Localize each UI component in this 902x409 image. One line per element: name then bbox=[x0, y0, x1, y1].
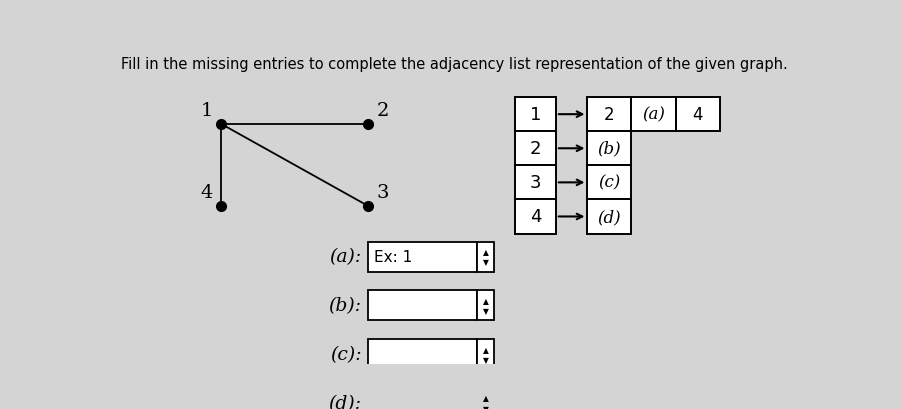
Bar bbox=[675, 98, 719, 132]
Bar bbox=[586, 132, 630, 166]
Text: 1: 1 bbox=[200, 102, 213, 120]
Text: ▼: ▼ bbox=[482, 404, 488, 409]
Bar bbox=[515, 166, 556, 200]
Bar bbox=[368, 291, 476, 321]
Bar bbox=[515, 200, 556, 234]
Bar bbox=[476, 389, 493, 409]
Text: ▲: ▲ bbox=[482, 296, 488, 305]
Text: Ex: 1: Ex: 1 bbox=[373, 249, 411, 264]
Text: (b):: (b): bbox=[327, 297, 361, 315]
Text: (c): (c) bbox=[598, 175, 620, 191]
Bar bbox=[630, 98, 675, 132]
Text: (c):: (c): bbox=[329, 346, 361, 364]
Bar bbox=[476, 242, 493, 272]
Text: 3: 3 bbox=[529, 174, 540, 192]
Bar bbox=[476, 291, 493, 321]
Text: 4: 4 bbox=[692, 106, 702, 124]
Bar bbox=[586, 98, 630, 132]
Text: ▼: ▼ bbox=[482, 258, 488, 267]
Text: 2: 2 bbox=[603, 106, 614, 124]
Text: Fill in the missing entries to complete the adjacency list representation of the: Fill in the missing entries to complete … bbox=[121, 57, 787, 72]
Text: 4: 4 bbox=[200, 184, 213, 202]
Bar bbox=[368, 242, 476, 272]
Bar bbox=[515, 132, 556, 166]
Bar bbox=[586, 200, 630, 234]
Text: ▲: ▲ bbox=[482, 393, 488, 402]
Text: 1: 1 bbox=[529, 106, 540, 124]
Text: ▲: ▲ bbox=[482, 247, 488, 256]
Text: 2: 2 bbox=[529, 140, 540, 158]
Text: 3: 3 bbox=[376, 184, 389, 202]
Text: (d): (d) bbox=[597, 209, 621, 225]
Bar bbox=[586, 166, 630, 200]
Bar bbox=[368, 339, 476, 369]
Bar bbox=[476, 339, 493, 369]
Text: (b): (b) bbox=[597, 140, 621, 157]
Text: ▼: ▼ bbox=[482, 355, 488, 364]
Text: (a): (a) bbox=[641, 106, 664, 124]
Text: (d):: (d): bbox=[327, 394, 361, 409]
Text: ▼: ▼ bbox=[482, 307, 488, 316]
Text: 4: 4 bbox=[529, 208, 540, 226]
Text: 2: 2 bbox=[376, 102, 389, 120]
Bar bbox=[515, 98, 556, 132]
Text: ▲: ▲ bbox=[482, 345, 488, 354]
Text: (a):: (a): bbox=[328, 248, 361, 266]
Bar bbox=[368, 389, 476, 409]
